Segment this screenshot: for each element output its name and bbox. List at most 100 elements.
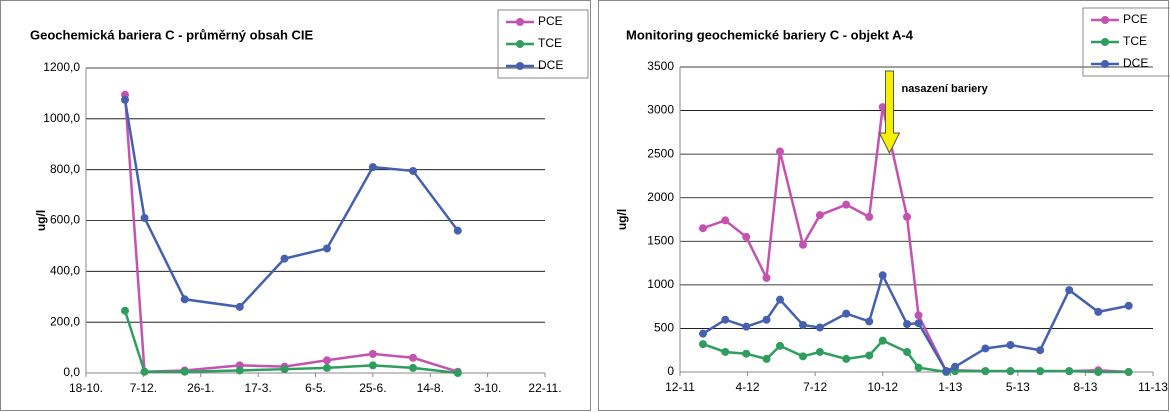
data-point — [798, 352, 807, 361]
x-tick-label: 25-6. — [359, 381, 386, 395]
data-point — [865, 317, 874, 326]
y-tick-label: 1000 — [647, 277, 674, 291]
data-point — [180, 295, 189, 304]
data-point — [409, 353, 418, 362]
data-point — [1124, 301, 1133, 310]
y-tick-label: 3500 — [647, 59, 674, 73]
data-point — [942, 367, 951, 376]
x-tick-label: 22-11. — [528, 381, 561, 395]
data-point — [842, 354, 851, 363]
data-point — [1006, 340, 1015, 349]
data-point — [721, 347, 730, 356]
data-point — [322, 363, 331, 372]
legend-marker — [516, 40, 524, 48]
data-point — [1065, 286, 1074, 295]
legend-marker — [1101, 60, 1109, 68]
data-point — [762, 354, 771, 363]
data-point — [762, 273, 771, 282]
data-point — [235, 302, 244, 311]
data-point — [981, 344, 990, 353]
y-tick-label: 800,0 — [50, 162, 80, 176]
legend-box — [1082, 7, 1170, 77]
legend-marker — [1101, 38, 1109, 46]
x-tick-label: 10-12 — [867, 380, 898, 394]
data-point — [409, 166, 418, 175]
data-point — [742, 349, 751, 358]
data-point — [121, 95, 130, 104]
y-tick-label: 1500 — [647, 233, 674, 247]
data-point — [140, 367, 149, 376]
data-point — [878, 336, 887, 345]
data-point — [865, 212, 874, 221]
x-tick-label: 12-11 — [665, 380, 695, 394]
y-tick-label: 0,0 — [63, 365, 80, 379]
y-tick-label: 400,0 — [50, 264, 80, 278]
data-point — [951, 362, 960, 371]
legend-label: PCE — [1123, 12, 1148, 26]
data-point — [914, 319, 923, 328]
data-point — [698, 329, 707, 338]
data-point — [1094, 307, 1103, 316]
legend-box — [497, 9, 589, 79]
x-tick-label: 1-13 — [938, 380, 962, 394]
data-point — [180, 367, 189, 376]
data-point — [776, 341, 785, 350]
x-tick-label: 5-13 — [1006, 380, 1030, 394]
data-point — [322, 244, 331, 253]
legend-marker — [516, 62, 524, 70]
data-point — [1036, 346, 1045, 355]
legend-label: DCE — [1123, 56, 1148, 70]
data-point — [1124, 368, 1133, 376]
data-point — [698, 340, 707, 349]
x-tick-label: 8-13 — [1073, 380, 1097, 394]
data-point — [140, 213, 149, 222]
x-tick-label: 18-10. — [69, 381, 103, 395]
legend-label: TCE — [538, 36, 562, 50]
data-point — [409, 363, 418, 372]
y-tick-label: 200,0 — [50, 314, 80, 328]
y-tick-label: 500 — [654, 321, 674, 335]
data-point — [368, 349, 377, 358]
data-point — [798, 320, 807, 329]
x-tick-label: 26-1. — [187, 381, 214, 395]
panel — [0, 0, 591, 411]
data-point — [453, 369, 462, 377]
data-point — [798, 240, 807, 249]
data-point — [453, 226, 462, 235]
data-point — [1065, 367, 1074, 376]
chart-title: Monitoring geochemické bariery C - objek… — [626, 27, 914, 42]
data-point — [776, 295, 785, 304]
data-point — [815, 347, 824, 356]
data-point — [762, 315, 771, 324]
data-point — [981, 367, 990, 376]
x-tick-label: 7-12. — [130, 381, 157, 395]
x-tick-label: 6-5. — [305, 381, 326, 395]
data-point — [842, 200, 851, 209]
data-point — [1094, 368, 1103, 376]
data-point — [742, 322, 751, 331]
legend-marker — [516, 18, 524, 26]
x-tick-label: 17-3. — [244, 381, 271, 395]
y-tick-label: 0 — [667, 364, 674, 378]
data-point — [742, 232, 751, 241]
data-point — [914, 311, 923, 320]
y-tick-label: 3000 — [647, 103, 674, 117]
data-point — [121, 306, 130, 315]
data-point — [914, 363, 923, 372]
data-point — [721, 216, 730, 225]
data-point — [903, 347, 912, 356]
data-point — [368, 361, 377, 370]
data-point — [280, 365, 289, 374]
legend-marker — [1101, 16, 1109, 24]
data-point — [903, 212, 912, 221]
annotation-arrow — [878, 70, 901, 155]
y-axis-label: ug/l — [615, 209, 629, 230]
y-axis-label: ug/l — [34, 210, 48, 231]
data-point — [1036, 367, 1045, 376]
data-point — [721, 315, 730, 324]
data-point — [235, 366, 244, 375]
x-tick-label: 7-12 — [803, 380, 827, 394]
legend-label: PCE — [538, 14, 563, 28]
annotation: nasazení bariery — [901, 83, 988, 95]
